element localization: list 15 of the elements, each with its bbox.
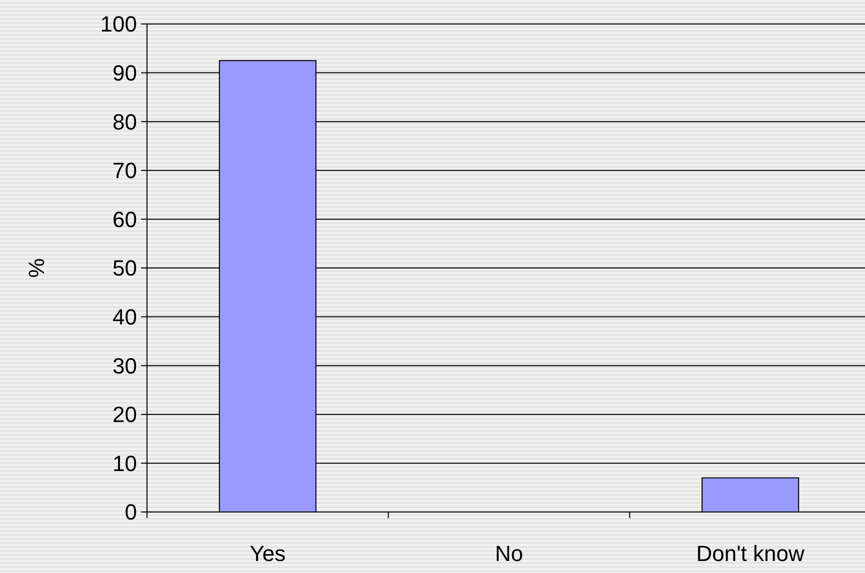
y-tick-label: 10 (112, 450, 137, 476)
y-tick-label: 100 (100, 12, 137, 37)
y-tick-label: 40 (112, 304, 137, 330)
y-tick-label: 70 (112, 158, 137, 184)
x-tick-label: No (494, 541, 524, 566)
y-tick-label: 30 (112, 353, 137, 378)
y-tick-label: 90 (112, 60, 137, 86)
y-tick-label: 60 (112, 206, 137, 232)
y-tick-label: 80 (112, 109, 137, 134)
y-tick-label: 0 (124, 500, 137, 525)
y-tick-label: 20 (112, 402, 137, 428)
x-tick-label: Yes (250, 541, 286, 566)
x-tick-label: Don't know (696, 541, 805, 566)
y-axis-title: % (24, 258, 49, 278)
y-tick-label: 50 (112, 256, 137, 281)
